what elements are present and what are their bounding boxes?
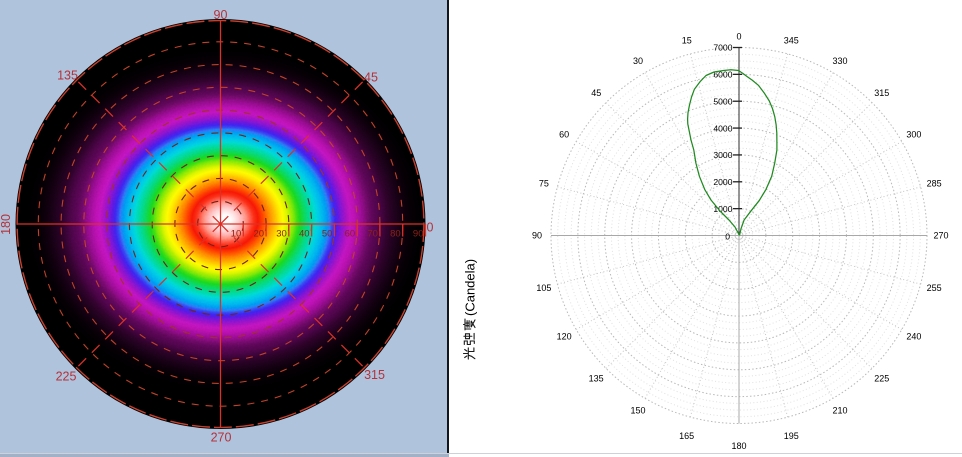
svg-text:30: 30 xyxy=(276,229,287,240)
svg-text:(Candela): (Candela) xyxy=(463,259,478,316)
svg-text:135: 135 xyxy=(57,68,78,82)
svg-text:45: 45 xyxy=(591,88,601,98)
svg-text:315: 315 xyxy=(364,368,385,382)
svg-text:300: 300 xyxy=(906,130,921,140)
svg-text:20: 20 xyxy=(254,229,265,240)
svg-text:60: 60 xyxy=(345,229,356,240)
svg-text:225: 225 xyxy=(874,374,889,384)
svg-text:3000: 3000 xyxy=(713,150,732,160)
svg-text:4000: 4000 xyxy=(713,123,732,133)
svg-text:165: 165 xyxy=(679,431,694,441)
svg-text:50: 50 xyxy=(322,229,333,240)
svg-text:10: 10 xyxy=(231,229,242,240)
svg-text:30: 30 xyxy=(633,56,643,66)
svg-text:40: 40 xyxy=(299,229,310,240)
svg-text:315: 315 xyxy=(874,88,889,98)
svg-text:15: 15 xyxy=(682,36,692,46)
svg-text:330: 330 xyxy=(832,56,847,66)
svg-text:150: 150 xyxy=(630,406,645,416)
svg-text:135: 135 xyxy=(589,374,604,384)
svg-text:0: 0 xyxy=(725,232,730,242)
svg-text:90: 90 xyxy=(532,231,542,241)
svg-text:255: 255 xyxy=(927,283,942,293)
svg-text:1000: 1000 xyxy=(713,204,732,214)
svg-text:120: 120 xyxy=(557,332,572,342)
svg-text:70: 70 xyxy=(367,229,378,240)
svg-text:0: 0 xyxy=(427,220,434,234)
svg-text:210: 210 xyxy=(832,406,847,416)
svg-text:75: 75 xyxy=(539,178,549,188)
svg-text:285: 285 xyxy=(927,178,942,188)
svg-text:0: 0 xyxy=(736,32,741,42)
svg-text:270: 270 xyxy=(933,231,948,241)
svg-text:2000: 2000 xyxy=(713,177,732,187)
svg-text:180: 180 xyxy=(731,441,746,451)
svg-text:7000: 7000 xyxy=(713,43,732,53)
svg-text:5000: 5000 xyxy=(713,96,732,106)
svg-text:180: 180 xyxy=(0,214,13,235)
svg-text:195: 195 xyxy=(784,431,799,441)
svg-text:90: 90 xyxy=(413,229,424,240)
svg-text:60: 60 xyxy=(559,130,569,140)
svg-text:270: 270 xyxy=(211,430,232,444)
svg-text:105: 105 xyxy=(536,283,551,293)
svg-text:345: 345 xyxy=(784,36,799,46)
svg-text:225: 225 xyxy=(56,369,77,383)
svg-text:80: 80 xyxy=(390,229,401,240)
svg-text:45: 45 xyxy=(364,70,378,84)
svg-text:240: 240 xyxy=(906,332,921,342)
svg-text:90: 90 xyxy=(214,8,228,22)
svg-text:6000: 6000 xyxy=(713,70,732,80)
